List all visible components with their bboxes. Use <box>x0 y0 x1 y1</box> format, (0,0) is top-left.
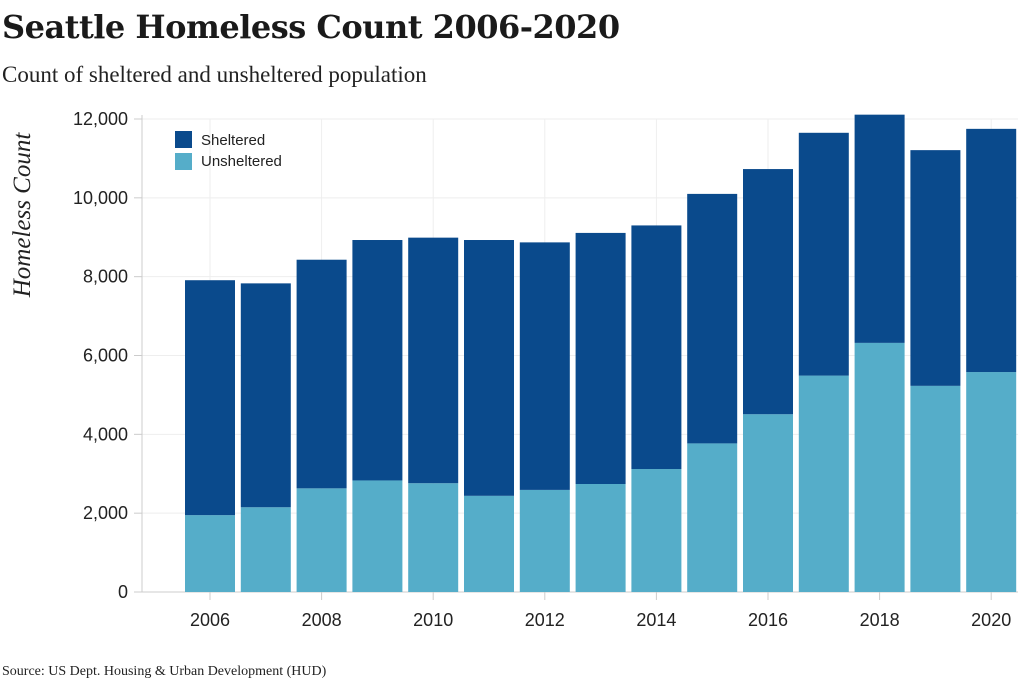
bar-unsheltered-2008 <box>296 488 347 592</box>
x-tick-label: 2016 <box>748 610 788 630</box>
bar-sheltered-2008 <box>296 259 347 489</box>
chart-title: Seattle Homeless Count 2006-2020 <box>2 8 620 46</box>
y-tick-label: 8,000 <box>83 267 128 287</box>
bar-sheltered-2020 <box>966 128 1017 373</box>
bar-unsheltered-2016 <box>743 414 793 592</box>
bar-unsheltered-2011 <box>464 495 514 592</box>
bar-sheltered-2009 <box>352 240 403 481</box>
bar-sheltered-2007 <box>240 283 291 508</box>
tick-labels: 0 2,000 4,000 6,000 8,000 10,000 12,000 2006 200… <box>73 109 1011 630</box>
y-tick-label: 4,000 <box>83 424 128 444</box>
x-tick-label: 2012 <box>525 610 565 630</box>
x-tick-label: 2008 <box>302 610 342 630</box>
y-tick-label: 0 <box>118 582 128 602</box>
chart-subtitle: Count of sheltered and unsheltered popul… <box>2 62 427 87</box>
bar-unsheltered-2012 <box>519 489 570 592</box>
bar-unsheltered-2007 <box>240 507 291 592</box>
legend: Sheltered Unsheltered <box>175 131 282 170</box>
bar-unsheltered-2014 <box>631 469 682 592</box>
bar-unsheltered-2020 <box>966 372 1017 592</box>
bar-sheltered-2015 <box>687 193 738 444</box>
bar-unsheltered-2009 <box>352 480 403 592</box>
legend-label-sheltered: Sheltered <box>201 132 265 149</box>
bar-unsheltered-2018 <box>854 342 905 592</box>
bar-sheltered-2011 <box>464 240 514 496</box>
bar-sheltered-2016 <box>743 169 793 415</box>
bar-sheltered-2010 <box>408 237 459 484</box>
legend-swatch-sheltered <box>175 131 192 148</box>
x-tick-label: 2014 <box>636 610 676 630</box>
bar-unsheltered-2013 <box>575 483 626 592</box>
bar-sheltered-2012 <box>519 242 570 490</box>
x-tick-label: 2010 <box>413 610 453 630</box>
y-tick-label: 2,000 <box>83 503 128 523</box>
bar-unsheltered-2006 <box>185 515 235 592</box>
bar-sheltered-2017 <box>798 132 849 376</box>
y-tick-label: 10,000 <box>73 188 128 208</box>
y-tick-label: 6,000 <box>83 346 128 366</box>
bars <box>185 114 1017 592</box>
legend-label-unsheltered: Unsheltered <box>201 153 282 170</box>
x-tick-label: 2006 <box>190 610 230 630</box>
y-tick-label: 12,000 <box>73 109 128 129</box>
x-tick-label: 2018 <box>860 610 900 630</box>
bar-unsheltered-2010 <box>408 483 459 592</box>
bar-unsheltered-2015 <box>687 443 738 592</box>
bar-sheltered-2013 <box>575 232 626 484</box>
bar-sheltered-2006 <box>185 280 235 516</box>
x-tick-label: 2020 <box>971 610 1011 630</box>
legend-swatch-unsheltered <box>175 153 192 170</box>
bar-sheltered-2019 <box>910 150 961 386</box>
bar-unsheltered-2017 <box>798 375 849 592</box>
bar-unsheltered-2019 <box>910 385 961 592</box>
bar-sheltered-2014 <box>631 225 682 470</box>
y-axis-label: Homeless Count <box>9 132 36 299</box>
source-note: Source: US Dept. Housing & Urban Develop… <box>2 664 327 679</box>
bar-sheltered-2018 <box>854 114 905 343</box>
